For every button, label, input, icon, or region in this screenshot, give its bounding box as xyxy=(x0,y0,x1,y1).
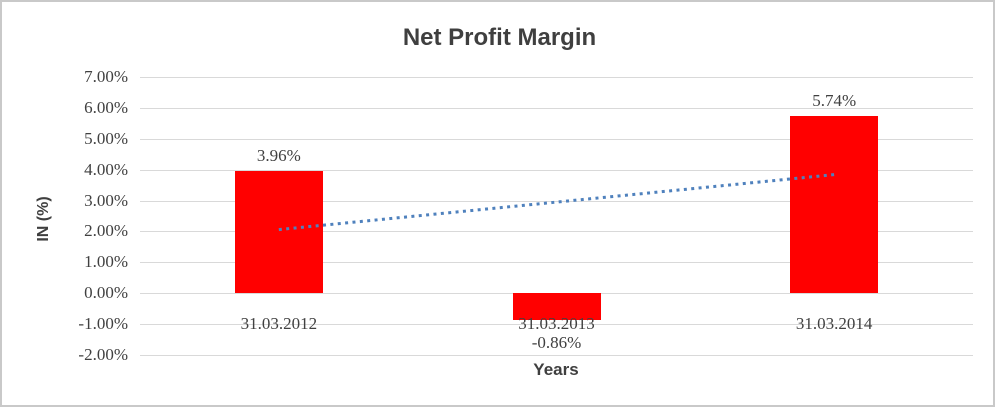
x-axis-title: Years xyxy=(533,360,579,379)
y-tick-label: -1.00% xyxy=(78,314,128,334)
y-tick-label: 7.00% xyxy=(84,67,128,86)
y-tick-label: 0.00% xyxy=(84,283,128,303)
y-tick-label: 2.00% xyxy=(84,221,128,241)
y-tick-label: 5.00% xyxy=(84,128,128,148)
bar-31.03.2012 xyxy=(234,170,323,294)
data-label: -0.86% xyxy=(531,332,582,352)
gridline xyxy=(140,77,973,78)
gridline xyxy=(140,355,973,356)
linear-trendline xyxy=(278,173,835,232)
data-label: 3.96% xyxy=(256,145,301,165)
x-tick-label: 31.03.2013 xyxy=(518,314,595,333)
y-tick-label: 4.00% xyxy=(84,159,128,179)
y-tick-label: 3.00% xyxy=(84,190,128,210)
y-tick-label: 1.00% xyxy=(84,252,128,272)
chart-title: Net Profit Margin xyxy=(402,24,597,51)
y-tick-label: -2.00% xyxy=(78,345,128,364)
bar-31.03.2014 xyxy=(790,115,879,294)
y-tick-label: 6.00% xyxy=(84,97,128,117)
x-tick-label: 31.03.2012 xyxy=(240,314,318,333)
data-label: 5.74% xyxy=(812,90,857,110)
x-tick-label: 31.03.2014 xyxy=(795,314,873,333)
bar-31.03.2013 xyxy=(512,293,601,320)
